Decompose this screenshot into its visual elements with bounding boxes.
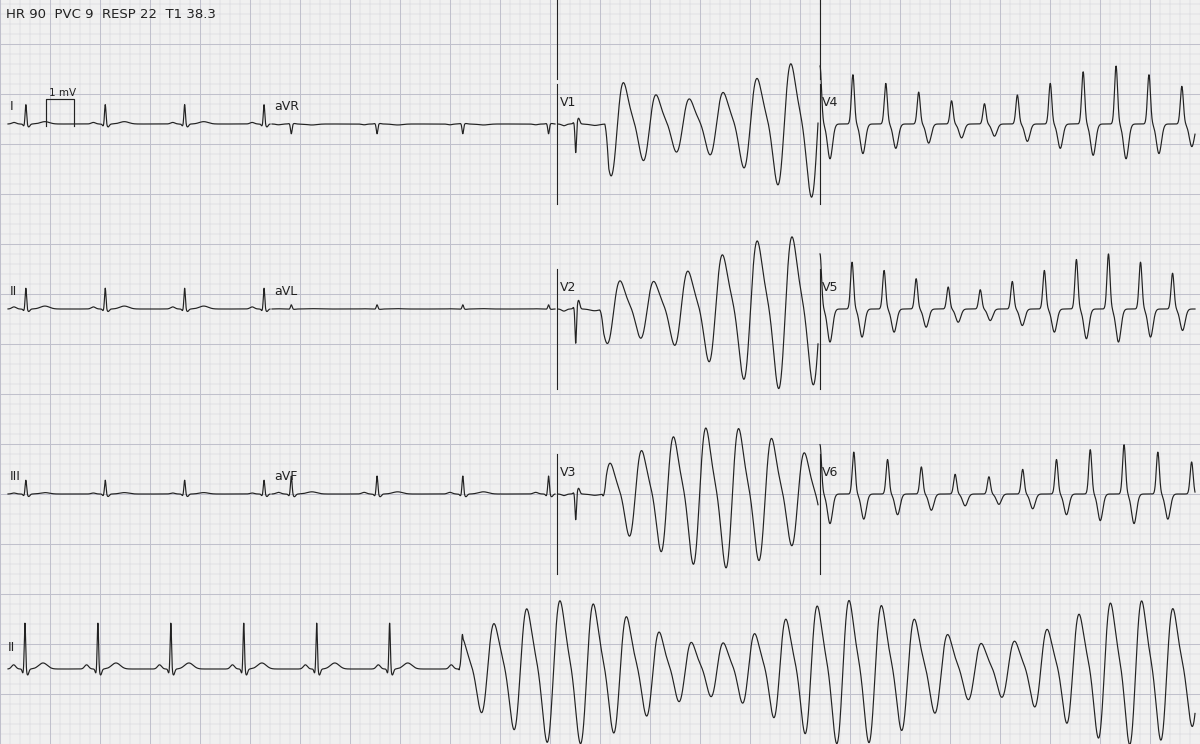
Text: V3: V3: [560, 466, 576, 479]
Text: V4: V4: [822, 96, 839, 109]
Text: V1: V1: [560, 96, 576, 109]
Text: V5: V5: [822, 281, 839, 294]
Text: aVF: aVF: [274, 470, 298, 483]
Text: II: II: [10, 285, 17, 298]
Text: aVR: aVR: [274, 100, 299, 113]
Text: II: II: [8, 641, 16, 654]
Text: HR 90  PVC 9  RESP 22  T1 38.3: HR 90 PVC 9 RESP 22 T1 38.3: [6, 8, 216, 21]
Text: III: III: [10, 470, 20, 483]
Text: V2: V2: [560, 281, 576, 294]
Text: aVL: aVL: [274, 285, 298, 298]
Text: 1 mV: 1 mV: [49, 89, 76, 98]
Text: I: I: [10, 100, 13, 113]
Text: V6: V6: [822, 466, 839, 479]
